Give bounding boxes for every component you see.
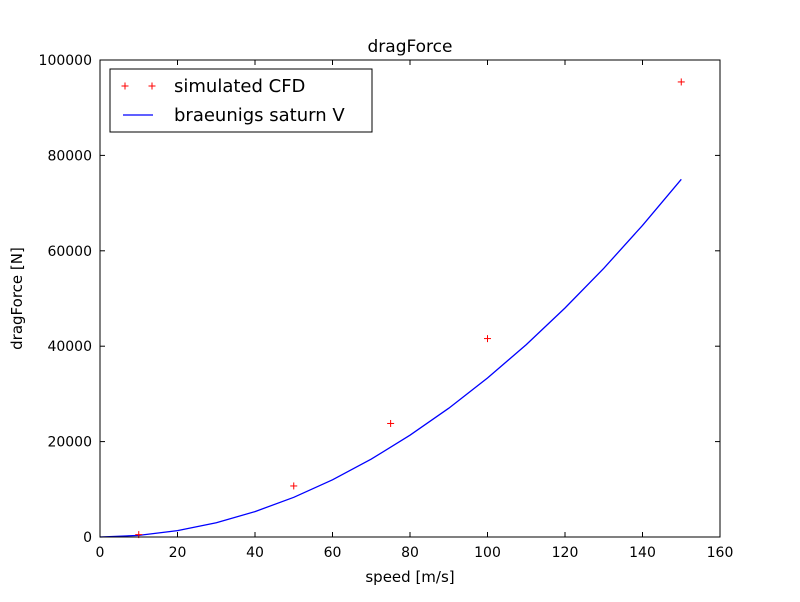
- x-tick-label: 80: [401, 545, 419, 561]
- y-tick-label: 0: [83, 530, 92, 546]
- y-tick-label: 60000: [47, 244, 92, 260]
- x-tick-label: 0: [96, 545, 105, 561]
- legend-box: [109, 68, 373, 133]
- x-tick-label: 60: [324, 545, 342, 561]
- axis-ticks: 0 20 40 60 80 100 120 140 160 0 20000 40000 60000 800…: [39, 53, 734, 561]
- y-tick-label: 80000: [47, 148, 92, 164]
- y-axis-label: dragForce [N]: [8, 247, 26, 350]
- plot-marks: [99, 78, 685, 539]
- x-tick-label: 20: [169, 545, 187, 561]
- legend-label-braeunigs-saturn-v: braeunigs saturn V: [174, 105, 345, 126]
- x-tick-label: 40: [246, 545, 264, 561]
- legend-plus-marker: [121, 82, 129, 90]
- legend-plus-marker: [148, 82, 156, 90]
- chart-title: dragForce: [368, 37, 453, 57]
- x-tick-label: 140: [629, 545, 656, 561]
- legend-label-simulated-cfd: simulated CFD: [174, 76, 305, 97]
- series-line-braeunigs-saturn-v: [99, 178, 682, 538]
- y-tick-label: 20000: [47, 435, 92, 451]
- y-tick-label: 40000: [47, 339, 92, 355]
- y-tick-label: 100000: [39, 53, 92, 69]
- data-point-simulated-cfd: [677, 78, 685, 86]
- legend-marker-simulated-cfd: [121, 82, 156, 90]
- x-axis-label: speed [m/s]: [365, 568, 454, 586]
- x-tick-label: 160: [707, 545, 734, 561]
- data-point-simulated-cfd: [290, 482, 298, 490]
- x-tick-label: 120: [552, 545, 579, 561]
- legend: simulated CFD braeunigs saturn V: [109, 68, 373, 133]
- x-tick-label: 100: [474, 545, 501, 561]
- data-point-simulated-cfd: [387, 419, 395, 427]
- data-point-simulated-cfd: [484, 335, 491, 343]
